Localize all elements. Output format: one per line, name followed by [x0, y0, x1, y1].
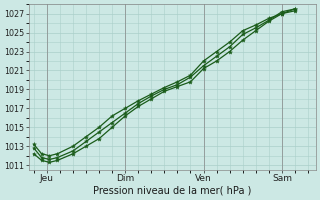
X-axis label: Pression niveau de la mer( hPa ): Pression niveau de la mer( hPa ): [93, 186, 252, 196]
